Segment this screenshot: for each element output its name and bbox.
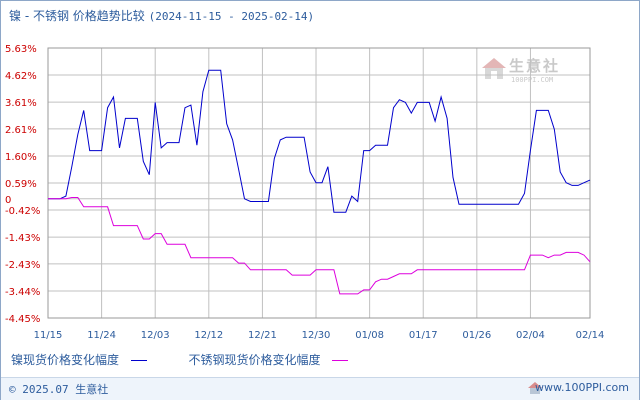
- x-tick-label: 01/17: [409, 330, 438, 341]
- y-tick-label: 3.61%: [5, 98, 37, 109]
- x-tick-label: 01/08: [355, 330, 384, 341]
- x-tick-label: 02/14: [576, 330, 605, 341]
- legend-nickel-label: 镍现货价格变化幅度: [11, 353, 120, 367]
- chart-title-text: 镍 - 不锈钢 价格趋势比较: [9, 9, 145, 23]
- axes: [47, 47, 591, 319]
- x-tick-label: 02/04: [516, 330, 545, 341]
- x-tick-labels: 11/15 11/24 12/03 12/12 12/21 12/30 01/08 01/17…: [34, 330, 605, 341]
- y-tick-label: -0.42%: [5, 206, 40, 217]
- y-tick-label: 5.63%: [5, 44, 37, 55]
- y-tick-label: 2.61%: [5, 125, 37, 136]
- chart-legend: 镍现货价格变化幅度 不锈钢现货价格变化幅度: [11, 351, 356, 368]
- legend-nickel-swatch: [130, 360, 147, 361]
- legend-stainless-label: 不锈钢现货价格变化幅度: [188, 353, 321, 367]
- x-tick-label: 12/30: [302, 330, 331, 341]
- footer-copyright: © 2025.07 生意社: [9, 383, 109, 396]
- x-tick-label: 12/03: [141, 330, 170, 341]
- y-tick-label: -2.43%: [5, 260, 40, 271]
- y-tick-label: -4.45%: [5, 314, 40, 325]
- y-tick-label: -1.43%: [5, 233, 40, 244]
- watermark-url: 100PPI.COM: [511, 76, 554, 84]
- y-tick-label: 4.62%: [5, 71, 37, 82]
- x-tick-label: 12/12: [194, 330, 223, 341]
- footer-bar: © 2025.07 生意社 www.100PPI.com: [1, 377, 639, 400]
- y-tick-labels: 5.63% 4.62% 3.61% 2.61% 1.60% 0.59% 0-0.42% -1.…: [5, 44, 40, 325]
- y-tick-label: 1.60%: [5, 152, 37, 163]
- legend-stainless-swatch: [332, 360, 349, 361]
- chart-title: 镍 - 不锈钢 价格趋势比较 (2024-11-15 - 2025-02-14): [9, 7, 314, 24]
- x-tick-label: 11/15: [34, 330, 63, 341]
- watermark-name: 生意社: [509, 57, 561, 75]
- footer-link[interactable]: www.100PPI.com: [535, 381, 629, 394]
- y-tick-label: 0.59%: [5, 179, 37, 190]
- house-logo-small-icon: [528, 382, 542, 394]
- nickel-series-line: [48, 69, 591, 213]
- x-tick-label: 01/26: [462, 330, 491, 341]
- y-tick-label: 0: [5, 195, 11, 206]
- series-lines: [48, 69, 591, 295]
- y-tick-label: -3.44%: [5, 287, 40, 298]
- x-tick-label: 12/21: [248, 330, 277, 341]
- chart-date-range: (2024-11-15 - 2025-02-14): [148, 10, 315, 23]
- stainless-series-line: [48, 197, 591, 295]
- plot-border: [47, 47, 591, 319]
- x-tick-label: 11/24: [87, 330, 116, 341]
